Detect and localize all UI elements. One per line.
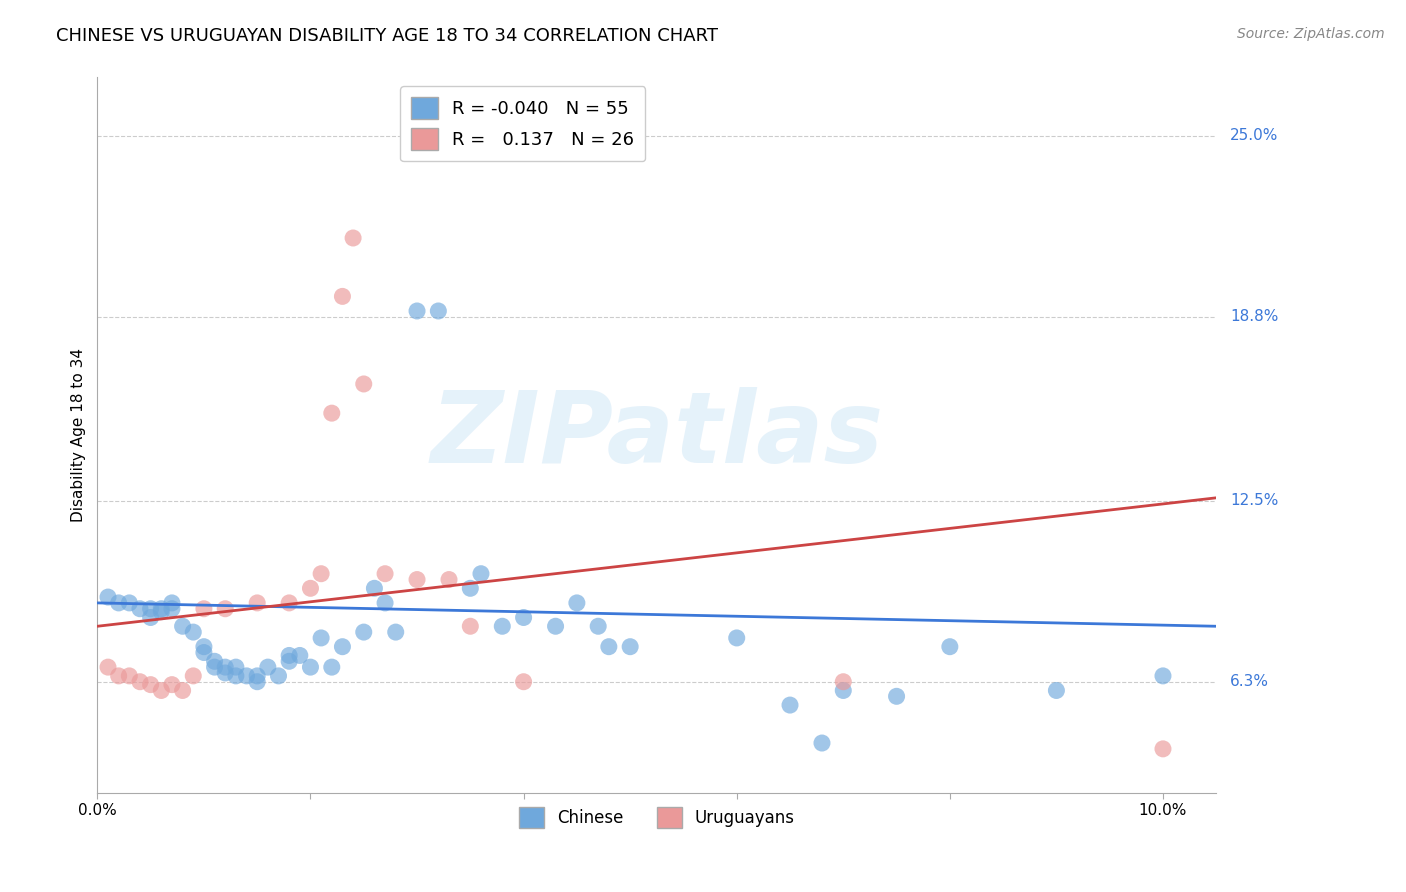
Point bbox=[267, 669, 290, 683]
Point bbox=[332, 640, 354, 654]
Point bbox=[725, 631, 748, 645]
Point bbox=[299, 660, 322, 674]
Y-axis label: Disability Age 18 to 34: Disability Age 18 to 34 bbox=[72, 348, 86, 522]
Point bbox=[309, 631, 332, 645]
Point bbox=[225, 660, 247, 674]
Point bbox=[235, 669, 257, 683]
Point bbox=[832, 674, 855, 689]
Point bbox=[181, 625, 204, 640]
Point bbox=[353, 376, 375, 391]
Point bbox=[97, 590, 120, 604]
Point bbox=[470, 566, 492, 581]
Point bbox=[288, 648, 311, 663]
Point bbox=[139, 601, 162, 615]
Point bbox=[150, 601, 173, 615]
Point bbox=[160, 678, 183, 692]
Point bbox=[150, 605, 173, 619]
Point bbox=[811, 736, 834, 750]
Point bbox=[374, 596, 396, 610]
Point bbox=[193, 640, 215, 654]
Point bbox=[512, 610, 534, 624]
Point bbox=[406, 304, 429, 318]
Point bbox=[278, 654, 301, 668]
Point bbox=[299, 582, 322, 596]
Point bbox=[139, 678, 162, 692]
Point bbox=[363, 582, 385, 596]
Point bbox=[342, 231, 364, 245]
Point bbox=[246, 674, 269, 689]
Point bbox=[172, 683, 194, 698]
Point bbox=[619, 640, 641, 654]
Point bbox=[1045, 683, 1067, 698]
Point bbox=[1152, 742, 1174, 756]
Text: 6.3%: 6.3% bbox=[1230, 674, 1270, 690]
Point bbox=[214, 665, 236, 680]
Point bbox=[107, 596, 129, 610]
Point bbox=[321, 660, 343, 674]
Text: 12.5%: 12.5% bbox=[1230, 493, 1278, 508]
Text: ZIPatlas: ZIPatlas bbox=[430, 386, 883, 483]
Text: 18.8%: 18.8% bbox=[1230, 310, 1278, 325]
Point bbox=[193, 646, 215, 660]
Point bbox=[160, 601, 183, 615]
Point bbox=[886, 690, 908, 704]
Point bbox=[512, 674, 534, 689]
Point bbox=[332, 289, 354, 303]
Point bbox=[939, 640, 962, 654]
Point bbox=[460, 619, 482, 633]
Legend: Chinese, Uruguayans: Chinese, Uruguayans bbox=[512, 801, 801, 834]
Point bbox=[374, 566, 396, 581]
Point bbox=[257, 660, 280, 674]
Point bbox=[181, 669, 204, 683]
Text: 25.0%: 25.0% bbox=[1230, 128, 1278, 144]
Point bbox=[437, 573, 460, 587]
Point bbox=[491, 619, 513, 633]
Point bbox=[172, 619, 194, 633]
Point bbox=[129, 674, 152, 689]
Point bbox=[246, 596, 269, 610]
Point bbox=[427, 304, 450, 318]
Point bbox=[544, 619, 567, 633]
Point bbox=[832, 683, 855, 698]
Point bbox=[193, 601, 215, 615]
Point bbox=[97, 660, 120, 674]
Text: CHINESE VS URUGUAYAN DISABILITY AGE 18 TO 34 CORRELATION CHART: CHINESE VS URUGUAYAN DISABILITY AGE 18 T… bbox=[56, 27, 718, 45]
Point bbox=[321, 406, 343, 420]
Point bbox=[204, 660, 226, 674]
Point bbox=[1152, 669, 1174, 683]
Point bbox=[565, 596, 588, 610]
Point bbox=[779, 698, 801, 712]
Point bbox=[118, 596, 141, 610]
Point bbox=[309, 566, 332, 581]
Point bbox=[150, 683, 173, 698]
Point bbox=[353, 625, 375, 640]
Text: Source: ZipAtlas.com: Source: ZipAtlas.com bbox=[1237, 27, 1385, 41]
Point bbox=[204, 654, 226, 668]
Point bbox=[278, 596, 301, 610]
Point bbox=[107, 669, 129, 683]
Point bbox=[598, 640, 620, 654]
Point bbox=[225, 669, 247, 683]
Point bbox=[118, 669, 141, 683]
Point bbox=[586, 619, 609, 633]
Point bbox=[246, 669, 269, 683]
Point bbox=[129, 601, 152, 615]
Point bbox=[384, 625, 406, 640]
Point bbox=[460, 582, 482, 596]
Point bbox=[278, 648, 301, 663]
Point bbox=[214, 660, 236, 674]
Point bbox=[139, 610, 162, 624]
Point bbox=[214, 601, 236, 615]
Point bbox=[406, 573, 429, 587]
Point bbox=[160, 596, 183, 610]
